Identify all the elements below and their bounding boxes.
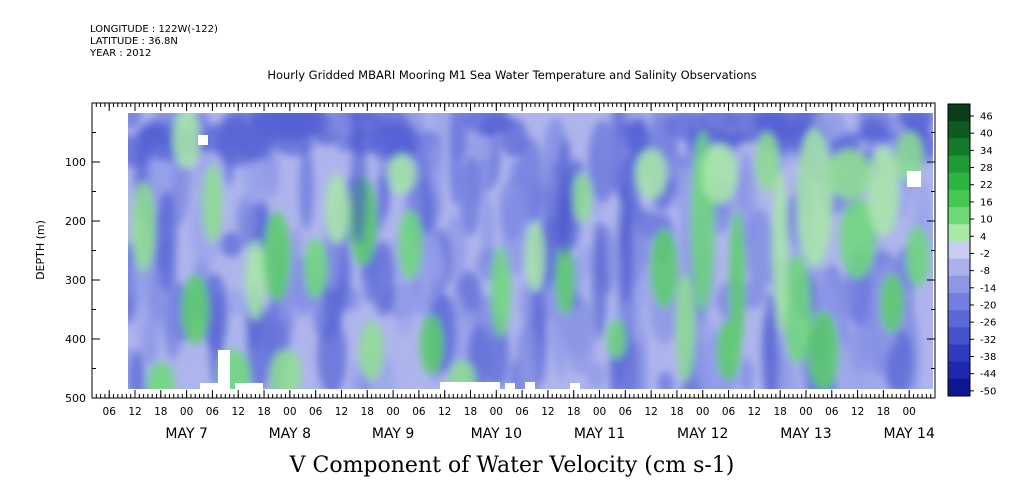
- year-label: YEAR : 2012: [90, 48, 152, 59]
- x-hour-tick-19: 00: [593, 406, 606, 418]
- x-hour-tick-17: 12: [541, 406, 554, 418]
- colorbar-swatch-8: [948, 241, 970, 260]
- colorbar-swatch-3: [948, 155, 970, 174]
- colorbar-label-2: 34: [980, 146, 993, 157]
- colorbar-swatch-10: [948, 275, 970, 294]
- colorbar-swatch-5: [948, 189, 970, 208]
- colorbar-label-7: 4: [980, 232, 986, 243]
- colorbar-label-0: 46: [980, 112, 993, 123]
- x-hour-tick-25: 12: [748, 406, 761, 418]
- x-axis-label: V Component of Water Velocity (cm s-1): [289, 453, 735, 478]
- x-hour-tick-26: 18: [773, 406, 786, 418]
- x-date-label-3: MAY 10: [471, 426, 522, 442]
- x-hour-tick-1: 12: [128, 406, 141, 418]
- colorbar-swatch-9: [948, 258, 970, 277]
- x-hour-tick-8: 06: [309, 406, 323, 418]
- x-hour-tick-0: 06: [103, 406, 117, 418]
- x-hour-tick-2: 18: [154, 406, 167, 418]
- colorbar-label-6: 10: [980, 215, 993, 226]
- colorbar-swatch-11: [948, 292, 970, 311]
- colorbar-swatch-1: [948, 121, 970, 139]
- colorbar-swatch-16: [948, 378, 970, 397]
- x-hour-tick-16: 06: [515, 406, 529, 418]
- x-date-label-1: MAY 8: [269, 426, 311, 442]
- x-hour-tick-21: 12: [644, 406, 657, 418]
- colorbar-label-4: 22: [980, 180, 993, 191]
- colorbar-label-15: -44: [980, 369, 996, 380]
- x-hour-tick-5: 12: [232, 406, 245, 418]
- x-hour-tick-4: 06: [206, 406, 220, 418]
- x-date-label-7: MAY 14: [883, 426, 934, 442]
- x-hour-tick-13: 12: [438, 406, 451, 418]
- colorbar-swatch-6: [948, 207, 970, 225]
- x-hour-tick-11: 00: [386, 406, 399, 418]
- y-tick-label-4: 500: [65, 392, 86, 405]
- x-hour-tick-10: 18: [361, 406, 374, 418]
- y-tick-label-0: 100: [65, 156, 86, 169]
- colorbar-label-5: 16: [980, 197, 993, 208]
- colorbar-swatch-4: [948, 172, 970, 191]
- colorbar-label-16: -50: [980, 386, 996, 397]
- x-date-label-5: MAY 12: [677, 426, 728, 442]
- colorbar-label-12: -26: [980, 318, 996, 329]
- colorbar-swatch-12: [948, 310, 970, 328]
- x-hour-tick-3: 00: [180, 406, 193, 418]
- x-hour-tick-14: 18: [464, 406, 477, 418]
- x-hour-tick-24: 06: [722, 406, 736, 418]
- colorbar-swatch-7: [948, 224, 970, 242]
- y-tick-label-1: 200: [65, 215, 86, 228]
- colorbar-swatch-13: [948, 327, 970, 345]
- y-axis-label: DEPTH (m): [34, 220, 47, 280]
- colorbar-swatch-14: [948, 344, 970, 363]
- x-date-label-2: MAY 9: [372, 426, 414, 442]
- x-hour-tick-12: 06: [412, 406, 426, 418]
- x-date-label-6: MAY 13: [780, 426, 831, 442]
- colorbar-label-1: 40: [980, 129, 993, 140]
- colorbar-frame: [947, 103, 971, 397]
- colorbar-label-14: -38: [980, 352, 996, 363]
- x-hour-tick-7: 00: [283, 406, 296, 418]
- x-date-label-4: MAY 11: [574, 426, 625, 442]
- colorbar-label-10: -14: [980, 283, 996, 294]
- x-date-label-0: MAY 7: [165, 426, 207, 442]
- x-hour-tick-18: 18: [567, 406, 580, 418]
- colorbar-swatch-2: [948, 138, 970, 157]
- x-hour-tick-31: 00: [903, 406, 916, 418]
- y-tick-label-3: 400: [65, 333, 86, 346]
- x-hour-tick-15: 00: [490, 406, 503, 418]
- x-hour-tick-29: 12: [851, 406, 864, 418]
- chart-title: Hourly Gridded MBARI Mooring M1 Sea Wate…: [267, 68, 757, 82]
- colorbar-swatch-15: [948, 361, 970, 380]
- longitude-label: LONGITUDE : 122W(-122): [90, 24, 218, 35]
- colorbar-label-13: -32: [980, 335, 996, 346]
- colorbar: 46 40 34 28 22 16 10 4 -2 -8 -14 -20 -26 -32 -38 -44 -50: [947, 103, 996, 397]
- colorbar-label-11: -20: [980, 300, 996, 311]
- colorbar-label-3: 28: [980, 163, 993, 174]
- latitude-label: LATITUDE : 36.8N: [90, 36, 178, 47]
- colorbar-swatch-0: [948, 104, 970, 122]
- x-hour-tick-30: 18: [877, 406, 890, 418]
- colorbar-label-8: -2: [980, 249, 990, 260]
- x-hour-tick-20: 06: [619, 406, 633, 418]
- x-hour-tick-23: 00: [696, 406, 709, 418]
- x-hour-tick-22: 18: [670, 406, 683, 418]
- x-hour-tick-27: 00: [799, 406, 812, 418]
- x-hour-tick-9: 12: [335, 406, 348, 418]
- axes: 100 200 300 400 500 DEPTH (m) 06 12 18 00 06 12 18 00…: [34, 102, 936, 442]
- colorbar-label-9: -8: [980, 266, 990, 277]
- x-hour-tick-28: 06: [825, 406, 839, 418]
- y-tick-label-2: 300: [65, 274, 86, 287]
- x-hour-tick-6: 18: [257, 406, 270, 418]
- plot-area: [128, 113, 933, 389]
